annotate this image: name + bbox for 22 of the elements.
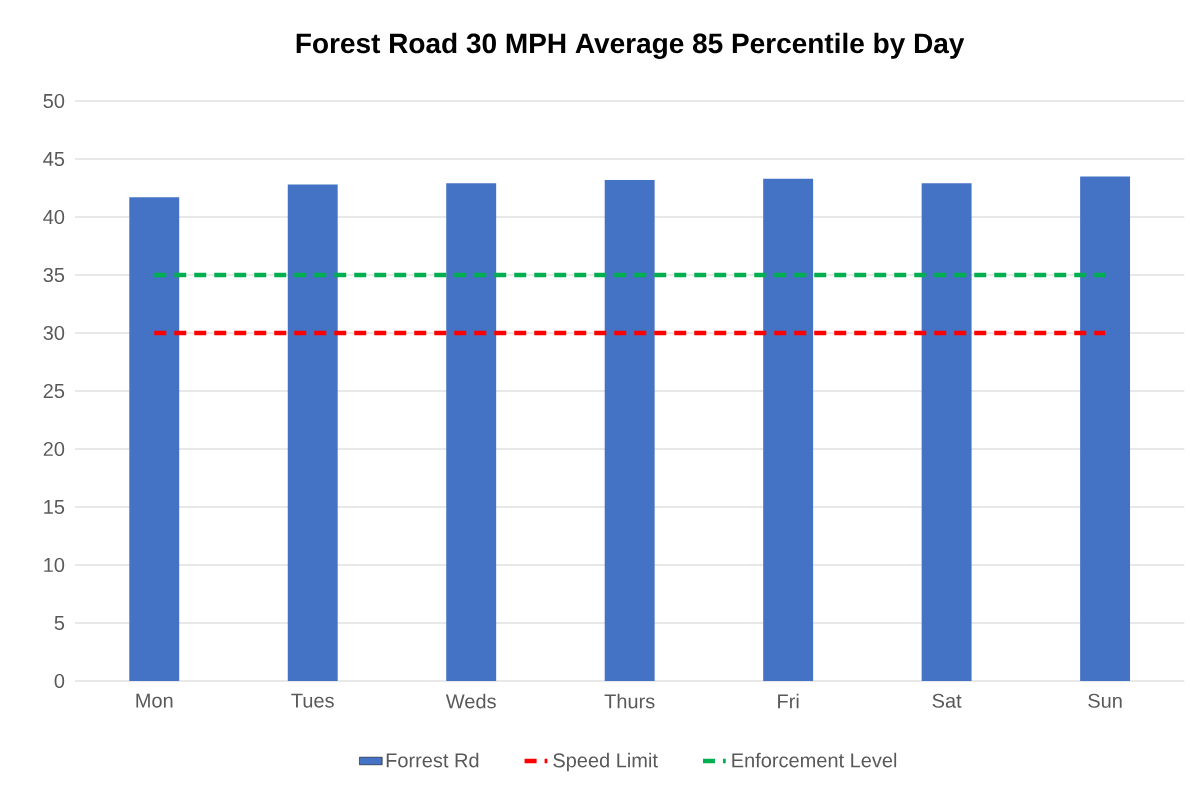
x-tick-label: Tues [291, 693, 334, 708]
x-tick-label: Sat [932, 693, 962, 708]
y-tick-label: 30 [43, 325, 65, 341]
x-tick-label: Sun [1088, 693, 1122, 708]
legend-label: Speed Limit [553, 752, 658, 772]
y-tick-label: 45 [43, 152, 65, 166]
y-tick-label: 40 [43, 209, 65, 225]
x-tick-label: Weds [445, 693, 496, 709]
y-tick-label: 5 [54, 616, 65, 630]
chart-title: Forest Road 30 MPH Average 85 Percentile by Day [296, 32, 965, 59]
legend-label: Enforcement Level [732, 752, 897, 768]
y-tick-label: 25 [43, 383, 65, 399]
legend-label: Forrest Rd [386, 752, 479, 768]
y-tick-label: 10 [44, 557, 65, 573]
x-tick-label: Mon [136, 693, 173, 708]
y-tick-label: 15 [44, 500, 65, 514]
y-tick-label: 50 [43, 93, 65, 109]
x-tick-label: Thurs [604, 693, 655, 709]
y-tick-label: 35 [43, 267, 65, 283]
y-tick-label: 0 [54, 673, 65, 689]
x-tick-label: Fri [778, 693, 799, 709]
y-tick-label: 20 [43, 441, 65, 457]
